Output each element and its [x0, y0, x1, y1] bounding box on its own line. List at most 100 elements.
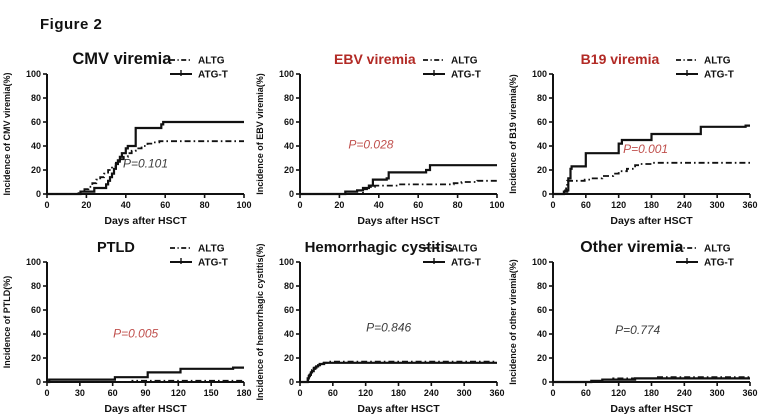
legend: ALTG ATG-T [170, 244, 228, 269]
x-tick-label: 360 [742, 388, 757, 398]
y-tick-label: 60 [31, 305, 41, 315]
legend-atgt-label: ATG-T [704, 258, 734, 269]
x-axis-label: Days after HSCT [104, 215, 187, 227]
series-altg [553, 161, 750, 195]
y-tick-label: 0 [36, 189, 41, 199]
x-tick-label: 0 [297, 200, 302, 210]
y-tick-label: 20 [537, 165, 547, 175]
y-tick-label: 40 [284, 329, 294, 339]
axes: 0 60 120 180 240 300 360 0 20 40 60 80 100 [279, 257, 505, 398]
panel-title: PTLD [97, 240, 135, 256]
legend-atgt-label: ATG-T [451, 70, 481, 81]
x-tick-label: 100 [236, 200, 251, 210]
y-axis-label: Incidence of other viremia(%) [508, 259, 518, 385]
legend-atgt-label: ATG-T [198, 258, 228, 269]
legend-atgt-label: ATG-T [704, 70, 734, 81]
y-tick-label: 100 [26, 257, 41, 267]
y-tick-label: 80 [31, 93, 41, 103]
y-tick-label: 100 [532, 69, 547, 79]
y-tick-label: 20 [284, 165, 294, 175]
y-tick-label: 100 [279, 257, 294, 267]
x-tick-label: 120 [171, 388, 186, 398]
y-tick-label: 60 [284, 117, 294, 127]
x-tick-label: 120 [611, 200, 626, 210]
y-axis-label: Incidence of CMV viremia(%) [2, 72, 12, 195]
y-tick-label: 0 [36, 377, 41, 387]
p-value: P=0.774 [615, 323, 660, 337]
series-atg-t [47, 366, 244, 384]
y-axis-label: Incidence of hemorrhagic cystitis(%) [255, 243, 265, 400]
y-tick-label: 60 [537, 305, 547, 315]
x-tick-label: 0 [44, 200, 49, 210]
x-tick-label: 0 [550, 200, 555, 210]
x-tick-label: 360 [489, 388, 504, 398]
panel-title: Other viremia [580, 239, 683, 256]
series-atg-t [300, 361, 497, 384]
y-tick-label: 100 [279, 69, 294, 79]
x-tick-label: 90 [140, 388, 150, 398]
x-tick-label: 40 [121, 200, 131, 210]
y-tick-label: 40 [31, 329, 41, 339]
x-tick-label: 80 [453, 200, 463, 210]
series-altg [553, 376, 750, 383]
legend: ALTG ATG-T [676, 244, 734, 269]
x-tick-label: 60 [581, 200, 591, 210]
x-tick-label: 0 [297, 388, 302, 398]
series-altg [300, 179, 497, 195]
y-tick-label: 80 [537, 93, 547, 103]
series-altg [300, 360, 497, 383]
series-atg-t [300, 164, 497, 196]
series-altg [47, 379, 244, 383]
x-axis-label: Days after HSCT [104, 403, 187, 415]
y-tick-label: 60 [284, 305, 294, 315]
x-axis-label: Days after HSCT [610, 403, 693, 415]
panel-title: CMV viremia [72, 50, 172, 68]
x-tick-label: 60 [160, 200, 170, 210]
legend-altg-label: ALTG [451, 244, 478, 255]
panel-ptld: 0 30 60 90 120 150 180 0 20 40 60 80 100 Days after H… [2, 240, 252, 415]
x-axis-label: Days after HSCT [610, 215, 693, 227]
panel-grid: 0 20 40 60 80 100 0 20 40 60 80 100 Days after HSCT I… [1, 44, 760, 420]
legend: ALTG ATG-T [676, 56, 734, 81]
x-tick-label: 180 [644, 200, 659, 210]
panel-title: Hemorrhagic cystitis [305, 239, 453, 256]
y-tick-label: 60 [537, 117, 547, 127]
x-tick-label: 300 [710, 388, 725, 398]
y-tick-label: 20 [31, 165, 41, 175]
y-tick-label: 40 [284, 141, 294, 151]
x-tick-label: 180 [236, 388, 251, 398]
x-tick-label: 150 [204, 388, 219, 398]
x-tick-label: 180 [644, 388, 659, 398]
series-atg-t [553, 124, 750, 196]
y-tick-label: 0 [289, 189, 294, 199]
x-tick-label: 60 [413, 200, 423, 210]
x-tick-label: 60 [581, 388, 591, 398]
panel-other-viremia: 0 60 120 180 240 300 360 0 20 40 60 80 100 Days after… [508, 239, 758, 415]
x-tick-label: 300 [710, 200, 725, 210]
x-tick-label: 180 [391, 388, 406, 398]
legend: ALTG ATG-T [423, 244, 481, 269]
y-tick-label: 20 [537, 353, 547, 363]
axes: 0 60 120 180 240 300 360 0 20 40 60 80 100 [532, 69, 758, 210]
legend-altg-label: ALTG [198, 244, 225, 255]
y-tick-label: 40 [537, 329, 547, 339]
axes: 0 20 40 60 80 100 0 20 40 60 80 100 [279, 69, 505, 210]
x-tick-label: 0 [44, 388, 49, 398]
y-axis-label: Incidence of PTLD(%) [2, 276, 12, 369]
x-tick-label: 60 [108, 388, 118, 398]
legend-altg-label: ALTG [704, 56, 731, 67]
axes: 0 20 40 60 80 100 0 20 40 60 80 100 [26, 69, 252, 210]
legend: ALTG ATG-T [170, 56, 228, 81]
x-axis-label: Days after HSCT [357, 215, 440, 227]
y-tick-label: 60 [31, 117, 41, 127]
x-tick-label: 0 [550, 388, 555, 398]
legend-altg-label: ALTG [451, 56, 478, 67]
x-tick-label: 60 [328, 388, 338, 398]
y-tick-label: 80 [31, 281, 41, 291]
x-axis-label: Days after HSCT [357, 403, 440, 415]
y-tick-label: 80 [284, 281, 294, 291]
legend-altg-label: ALTG [704, 244, 731, 255]
figure-label: Figure 2 [40, 16, 103, 33]
p-value: P=0.101 [123, 157, 168, 171]
